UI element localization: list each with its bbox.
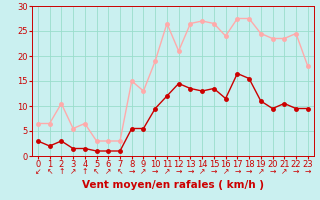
Text: ↑: ↑ [58, 167, 65, 176]
Text: ↗: ↗ [258, 167, 264, 176]
Text: ↗: ↗ [140, 167, 147, 176]
Text: →: → [293, 167, 299, 176]
Text: ↗: ↗ [70, 167, 76, 176]
Text: ↗: ↗ [199, 167, 205, 176]
Text: ↗: ↗ [105, 167, 111, 176]
Text: →: → [129, 167, 135, 176]
Text: ↖: ↖ [117, 167, 123, 176]
Text: ↗: ↗ [164, 167, 170, 176]
Text: ↗: ↗ [281, 167, 287, 176]
Text: →: → [246, 167, 252, 176]
Text: →: → [305, 167, 311, 176]
Text: ↙: ↙ [35, 167, 41, 176]
Text: ↗: ↗ [222, 167, 229, 176]
Text: →: → [269, 167, 276, 176]
Text: →: → [187, 167, 194, 176]
Text: ↑: ↑ [82, 167, 88, 176]
Text: →: → [234, 167, 241, 176]
Text: ↖: ↖ [46, 167, 53, 176]
Text: →: → [175, 167, 182, 176]
Text: ↖: ↖ [93, 167, 100, 176]
Text: →: → [152, 167, 158, 176]
Text: →: → [211, 167, 217, 176]
X-axis label: Vent moyen/en rafales ( km/h ): Vent moyen/en rafales ( km/h ) [82, 180, 264, 190]
